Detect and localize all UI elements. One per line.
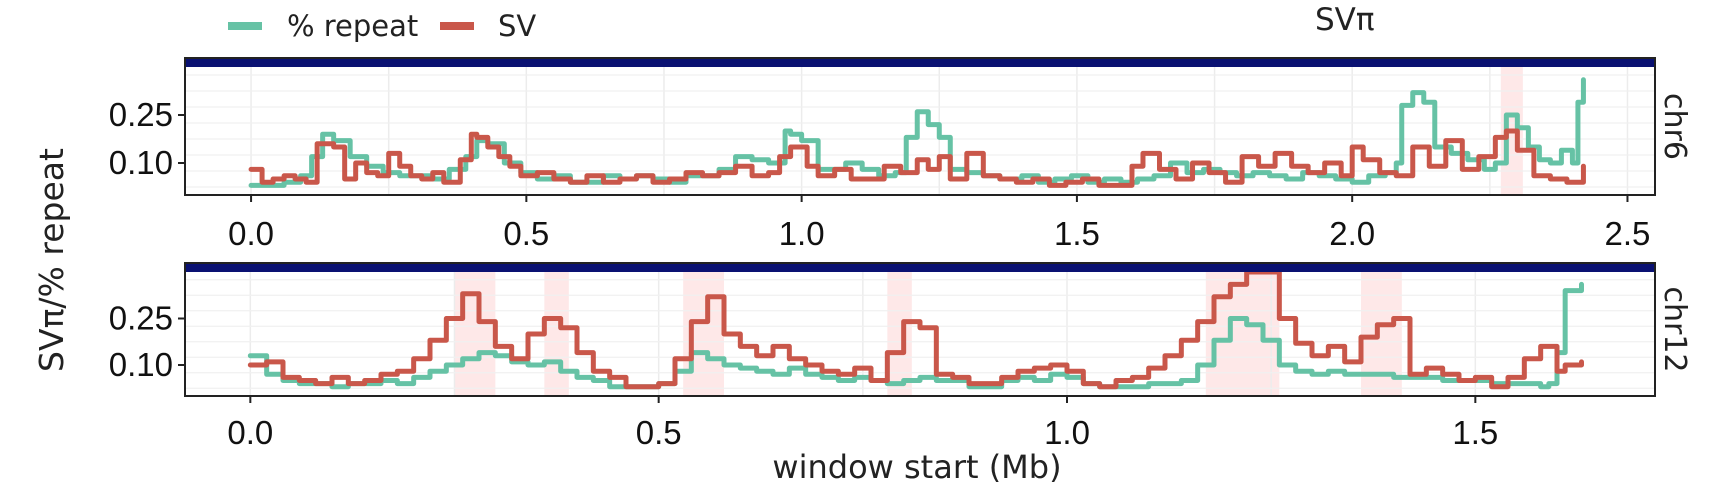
facet-strip [185, 58, 1655, 67]
y-axis-title: SVπ/% repeat [32, 148, 71, 372]
legend: % repeat SV [228, 9, 536, 43]
legend-label-repeat: % repeat [287, 9, 418, 43]
legend-label-sv: SV [498, 9, 536, 43]
x-tick-label: 0.5 [636, 414, 682, 451]
x-tick-label: 2.0 [1329, 215, 1375, 252]
facet-label: chr6 [1657, 93, 1692, 160]
panel-chr6: 0.10 0.25 0.0 0.5 1.0 1.5 2.0 2.5 chr6 [109, 57, 1692, 252]
facet-strip [185, 263, 1655, 272]
y-tick-label: 0.25 [109, 96, 173, 133]
y-tick-label: 0.25 [109, 300, 173, 337]
highlight-region [887, 272, 912, 396]
x-tick-label: 2.5 [1605, 215, 1651, 252]
y-tick-label: 0.10 [109, 144, 173, 181]
series-line-repeat [247, 281, 1584, 390]
y-tick-label: 0.10 [109, 346, 173, 383]
x-tick-label: 1.5 [1054, 215, 1100, 252]
highlight-region [454, 272, 496, 396]
x-tick-label: 0.0 [227, 414, 273, 451]
chart-title: SVπ [1315, 2, 1375, 38]
panel-border [184, 57, 1656, 196]
facet-label: chr12 [1657, 286, 1692, 372]
panel-border [184, 262, 1656, 397]
series-line-sv [248, 128, 1586, 188]
series-line-sv [247, 269, 1584, 390]
x-tick-label: 1.5 [1452, 414, 1498, 451]
panel-chr12: 0.10 0.25 0.0 0.5 1.0 1.5 chr12 [109, 262, 1692, 451]
x-tick-label: 0.0 [228, 215, 274, 252]
x-tick-label: 1.0 [779, 215, 825, 252]
highlight-region [544, 272, 569, 396]
x-tick-label: 0.5 [503, 215, 549, 252]
highlight-region [1205, 272, 1280, 396]
x-tick-label: 1.0 [1044, 414, 1090, 451]
x-axis-title: window start (Mb) [772, 448, 1061, 484]
